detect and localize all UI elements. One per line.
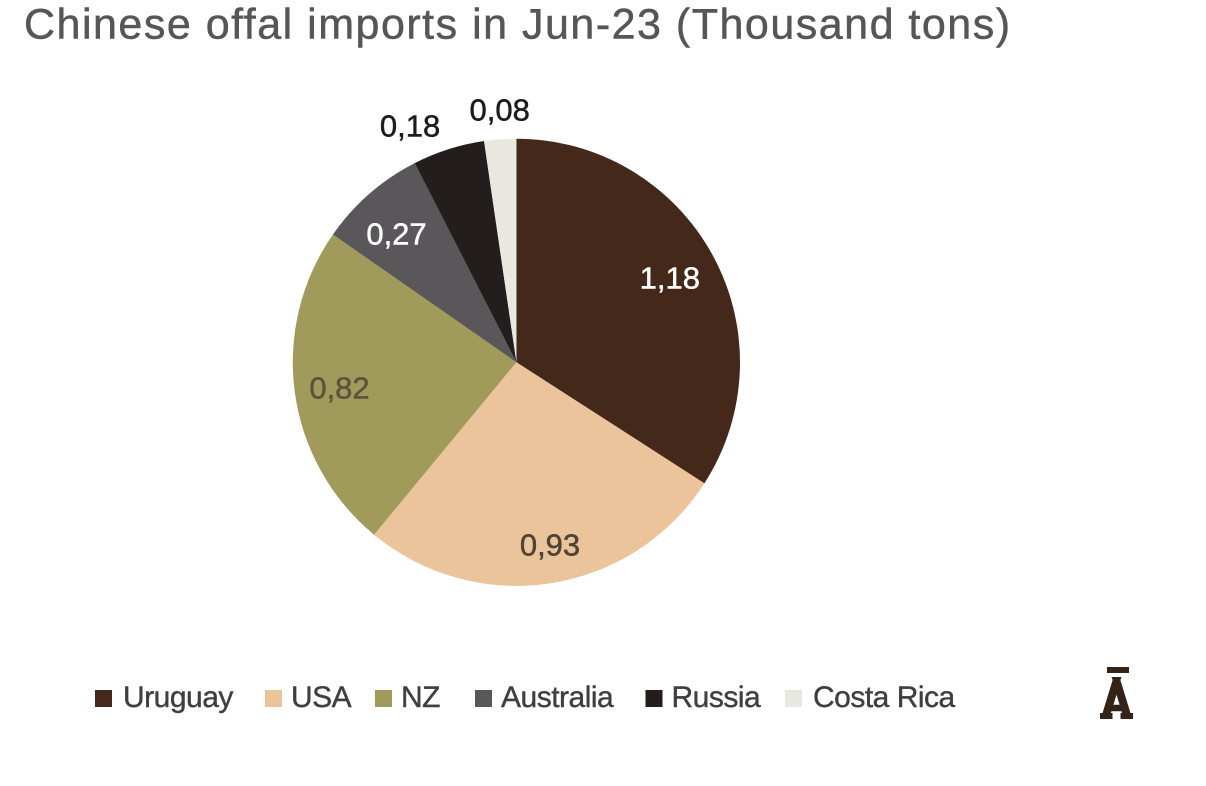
svg-text:0,93: 0,93 [520,527,580,562]
svg-text:USA: USA [291,681,352,714]
svg-text:1,18: 1,18 [640,260,700,295]
svg-text:NZ: NZ [401,681,440,714]
svg-text:Australia: Australia [501,681,614,714]
svg-text:Uruguay: Uruguay [123,681,233,714]
svg-text:0,82: 0,82 [309,370,369,405]
svg-text:0,18: 0,18 [380,109,440,144]
svg-text:0,08: 0,08 [470,92,530,127]
svg-text:Russia: Russia [672,681,762,714]
svg-text:0,27: 0,27 [366,216,426,251]
svg-text:Costa Rica: Costa Rica [813,681,956,714]
svg-text:Chinese offal imports in Jun-2: Chinese offal imports in Jun-23 (Thousan… [24,1,1012,49]
